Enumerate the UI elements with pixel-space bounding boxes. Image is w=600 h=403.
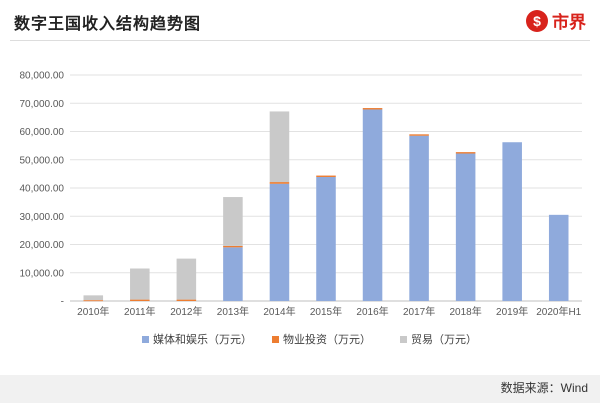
x-tick-label: 2013年 xyxy=(217,305,249,318)
footer-band xyxy=(0,375,600,403)
x-tick-label: 2015年 xyxy=(310,305,342,318)
bar-segment-series-2 xyxy=(223,197,243,246)
bar-segment-series-0 xyxy=(269,183,290,301)
bar-segment-series-2 xyxy=(130,268,150,300)
y-tick-label: 80,000.00 xyxy=(20,71,65,82)
y-tick-label: 40,000.00 xyxy=(20,184,65,195)
brand-name: 市界 xyxy=(552,13,586,32)
legend-swatch xyxy=(142,336,149,343)
y-tick-label: 60,000.00 xyxy=(20,127,65,138)
bar-segment-series-1 xyxy=(130,299,150,301)
bar-segment-series-0 xyxy=(409,135,429,301)
brand: $ 市界 xyxy=(526,8,586,33)
y-tick-label: 70,000.00 xyxy=(20,99,65,110)
legend-swatch xyxy=(400,336,407,343)
bar-segment-series-0 xyxy=(362,109,383,301)
x-tick-label: 2019年 xyxy=(496,305,528,318)
y-axis: - 10,000.00 20,000.00 30,000.00 40,000.00 50,… xyxy=(20,71,65,308)
y-tick-label: 20,000.00 xyxy=(20,240,65,251)
brand-logo-icon: $ xyxy=(526,9,548,32)
bars xyxy=(83,108,569,302)
y-tick-label: 30,000.00 xyxy=(20,212,65,223)
y-tick-label: - xyxy=(61,297,64,308)
bar-segment-series-0 xyxy=(548,214,569,301)
bar-segment-series-0 xyxy=(316,176,336,301)
chart-title: 数字王国收入结构趋势图 xyxy=(14,16,202,33)
legend: 媒体和娱乐（万元） 物业投资（万元） 贸易（万元） xyxy=(142,332,477,346)
x-tick-label: 2016年 xyxy=(356,305,388,318)
bar-segment-series-2 xyxy=(83,295,104,301)
source-note: 数据来源：Wind xyxy=(500,381,588,395)
y-tick-label: 50,000.00 xyxy=(20,155,65,166)
x-tick-label: 2017年 xyxy=(403,305,435,318)
bar-segment-series-1 xyxy=(455,152,476,154)
bar-segment-series-1 xyxy=(409,134,429,136)
bar-segment-series-2 xyxy=(176,258,197,300)
x-axis: 2010年 2011年 2012年 2013年 2014年 2015年 2016年 2017年… xyxy=(77,305,582,318)
bar-segment-series-2 xyxy=(269,111,290,183)
bar-segment-series-1 xyxy=(362,108,383,110)
bar-segment-series-1 xyxy=(176,299,197,301)
bar-segment-series-1 xyxy=(223,245,243,248)
x-tick-label: 2010年 xyxy=(77,305,109,318)
x-tick-label: 2011年 xyxy=(124,305,156,318)
header-divider xyxy=(10,40,590,41)
bar-segment-series-0 xyxy=(223,247,243,301)
bar-segment-series-1 xyxy=(269,182,290,184)
legend-label: 贸易（万元） xyxy=(411,333,477,346)
bar-segment-series-1 xyxy=(316,175,336,177)
legend-label: 媒体和娱乐（万元） xyxy=(153,332,252,346)
x-tick-label: 2018年 xyxy=(450,305,482,318)
x-tick-label: 2014年 xyxy=(263,305,295,318)
x-tick-label: 2020年H1 xyxy=(536,305,581,318)
bar-segment-series-1 xyxy=(83,300,104,302)
legend-label: 物业投资（万元） xyxy=(283,332,371,346)
bar-segment-series-0 xyxy=(455,153,476,301)
y-tick-label: 10,000.00 xyxy=(20,268,65,279)
legend-swatch xyxy=(272,336,279,343)
x-tick-label: 2012年 xyxy=(170,305,202,318)
bar-segment-series-0 xyxy=(502,142,522,301)
